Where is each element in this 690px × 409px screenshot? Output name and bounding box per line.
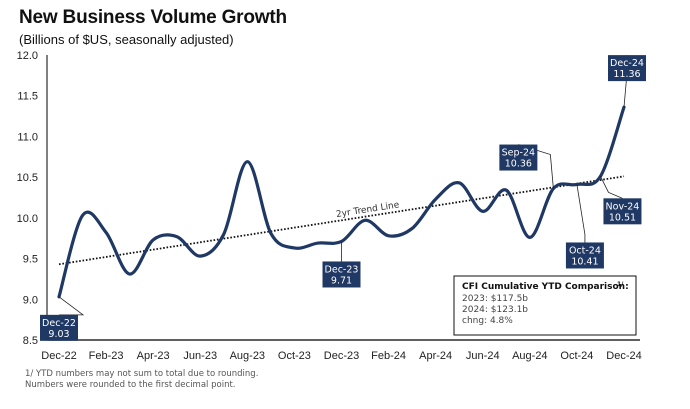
- x-tick-label: Dec-24: [606, 350, 641, 362]
- label-leader-line: [576, 184, 586, 243]
- footnote-1: 1/ YTD numbers may not sum to total due …: [25, 369, 259, 379]
- data-label-month: Nov-24: [606, 201, 640, 212]
- data-label-box: [499, 144, 538, 171]
- x-tick-label: Jun-23: [183, 350, 217, 362]
- comparison-box-line: 2024: $123.1b: [462, 305, 528, 315]
- label-leader-line: [58, 296, 85, 316]
- x-tick-label: Apr-24: [419, 350, 452, 362]
- x-tick-label: Aug-23: [230, 350, 265, 362]
- x-tick-label: Jun-24: [466, 350, 500, 362]
- data-label-box: [565, 242, 604, 269]
- data-label-box: [322, 261, 361, 288]
- comparison-box-line: chng: 4.8%: [462, 316, 513, 326]
- x-tick-label: Dec-22: [41, 350, 76, 362]
- data-label-value: 9.71: [331, 275, 352, 286]
- data-label-box: [40, 314, 78, 341]
- x-tick-label: Oct-23: [278, 350, 311, 362]
- data-labels-group: Dec-229.03Dec-239.71Sep-2410.36Oct-2410.…: [40, 55, 646, 341]
- data-label-month: Sep-24: [502, 148, 535, 159]
- x-axis: Dec-22 Feb-23 Apr-23 Jun-23 Aug-23 Oct-23 Dec-…: [41, 339, 642, 362]
- data-label-month: Dec-23: [325, 264, 359, 275]
- series-group: [57, 105, 626, 299]
- x-tick-label: Dec-23: [324, 350, 359, 362]
- x-tick-label: Feb-24: [371, 350, 406, 362]
- data-label-value: 11.36: [613, 69, 640, 80]
- data-label-box: [603, 198, 642, 225]
- data-label-value: 9.03: [48, 329, 69, 340]
- trend-line: [58, 175, 625, 266]
- y-tick-label: 11.0: [17, 131, 38, 143]
- y-tick-label: 11.5: [17, 91, 38, 103]
- x-tick-label: Aug-24: [512, 350, 547, 362]
- comparison-box-line: 2023: $117.5b: [462, 294, 528, 304]
- comparison-box-frame: [453, 275, 637, 336]
- y-axis: 12.0 11.5 11.0 10.5 10.0 9.5 9.0 8.5: [17, 50, 48, 347]
- y-tick-label: 8.5: [23, 335, 38, 347]
- ytd-comparison-box: CFI Cumulative YTD Comparison:1/2023: $1…: [453, 275, 637, 336]
- chart-subtitle: (Billions of $US, seasonally adjusted): [19, 32, 234, 47]
- data-label-month: Oct-24: [569, 245, 601, 256]
- comparison-box-title: CFI Cumulative YTD Comparison:: [462, 282, 629, 292]
- data-label-box: [608, 55, 646, 82]
- data-label-value: 10.51: [609, 212, 636, 223]
- chart-title: New Business Volume Growth: [19, 7, 287, 28]
- data-label-value: 10.36: [505, 159, 532, 170]
- label-leader-line: [600, 176, 623, 199]
- x-tick-label: Feb-23: [89, 350, 124, 362]
- y-tick-label: 10.5: [17, 172, 38, 184]
- data-label-month: Dec-22: [42, 318, 76, 329]
- x-tick-label: Oct-24: [560, 350, 593, 362]
- x-tick-label: Apr-23: [137, 350, 170, 362]
- footnote-2: Numbers were rounded to the first decima…: [25, 380, 236, 390]
- data-label-value: 10.41: [571, 256, 598, 267]
- y-tick-label: 10.0: [17, 213, 38, 225]
- comparison-box-footnote-mark: 1/: [617, 281, 624, 288]
- y-tick-label: 9.5: [23, 254, 38, 266]
- data-label-month: Dec-24: [610, 58, 644, 69]
- y-tick-label: 12.0: [17, 50, 38, 62]
- y-tick-label: 9.0: [23, 294, 38, 306]
- trend-line-label: 2yr Trend Line: [335, 200, 400, 220]
